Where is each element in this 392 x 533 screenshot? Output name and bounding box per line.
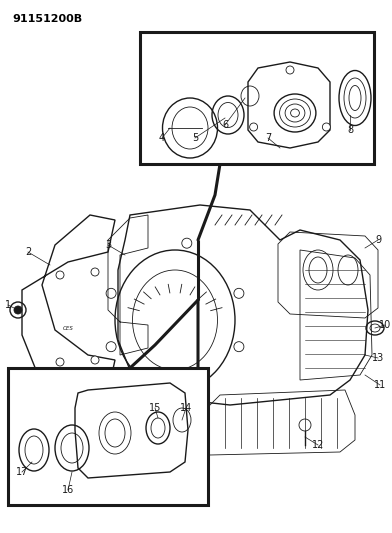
Text: 14: 14 xyxy=(180,403,192,413)
Text: CES: CES xyxy=(63,326,73,331)
Circle shape xyxy=(106,342,116,352)
Bar xyxy=(140,32,374,164)
Bar xyxy=(8,368,208,505)
Circle shape xyxy=(182,238,192,248)
Circle shape xyxy=(91,356,99,364)
Text: 8: 8 xyxy=(347,125,353,135)
Circle shape xyxy=(286,66,294,74)
Circle shape xyxy=(56,271,64,279)
Text: 10: 10 xyxy=(379,320,391,330)
Text: 2: 2 xyxy=(25,247,31,257)
Text: 5: 5 xyxy=(192,133,198,143)
Text: 1: 1 xyxy=(5,300,11,310)
Text: 12: 12 xyxy=(312,440,324,450)
Text: 17: 17 xyxy=(16,467,28,477)
Circle shape xyxy=(188,390,198,400)
Circle shape xyxy=(14,306,22,314)
Circle shape xyxy=(91,268,99,276)
Text: 6: 6 xyxy=(222,120,228,130)
Text: 4: 4 xyxy=(159,133,165,143)
Text: 91151200B: 91151200B xyxy=(12,14,82,24)
Text: 9: 9 xyxy=(375,235,381,245)
Text: 15: 15 xyxy=(149,403,161,413)
Circle shape xyxy=(250,123,258,131)
Text: 16: 16 xyxy=(62,485,74,495)
Circle shape xyxy=(234,288,244,298)
Text: 7: 7 xyxy=(265,133,271,143)
Text: 13: 13 xyxy=(372,353,384,363)
Text: 11: 11 xyxy=(374,380,386,390)
Circle shape xyxy=(234,342,244,352)
Circle shape xyxy=(322,123,330,131)
Circle shape xyxy=(56,358,64,366)
Text: 3: 3 xyxy=(105,240,111,250)
Circle shape xyxy=(106,288,116,298)
